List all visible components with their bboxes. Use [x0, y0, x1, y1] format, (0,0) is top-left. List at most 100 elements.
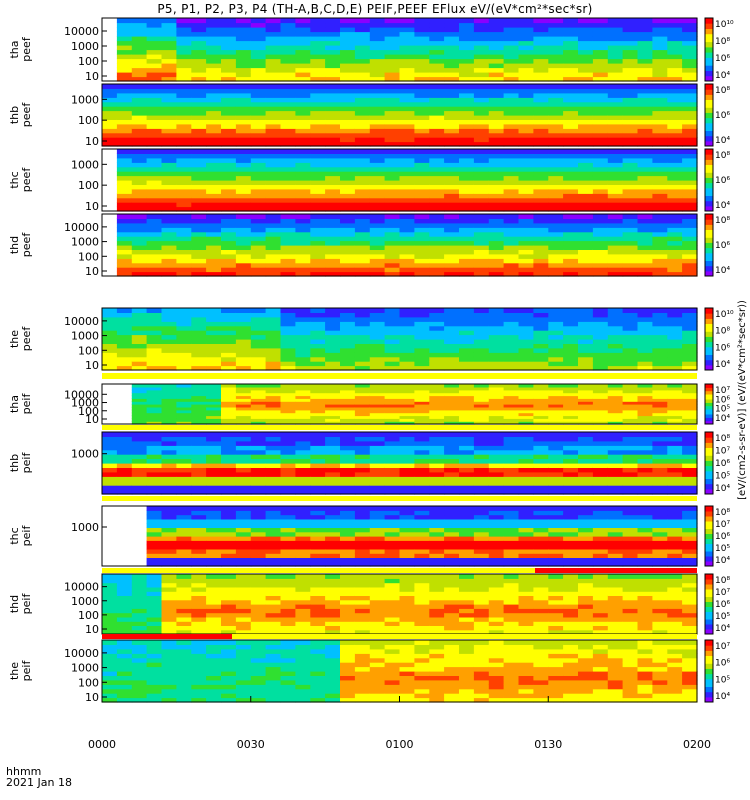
heatmap-cell [354, 418, 371, 422]
heatmap-cell [637, 22, 653, 28]
heatmap-cell [622, 471, 639, 477]
heatmap-cell [488, 544, 505, 550]
heatmap-cell [280, 63, 296, 69]
heatmap-cell [176, 137, 192, 143]
heatmap-cell [191, 412, 207, 417]
heatmap-cell [548, 404, 564, 408]
heatmap-cell [578, 458, 594, 464]
heatmap-cell [473, 463, 490, 468]
heatmap-cell [206, 157, 222, 163]
heatmap-cell [399, 347, 415, 353]
heatmap-cell [131, 202, 148, 208]
heatmap-cell [652, 206, 668, 212]
heatmap-cell [250, 153, 267, 159]
heatmap-cell [250, 347, 267, 353]
heatmap-cell [295, 604, 311, 609]
panel-frame [101, 83, 698, 147]
heatmap-cell [518, 321, 534, 327]
heatmap-cell [280, 604, 296, 609]
heatmap-cell [429, 101, 445, 107]
heatmap-cell [637, 361, 653, 367]
y-tick-label: 10 [85, 70, 99, 83]
heatmap-cell [116, 361, 133, 367]
heatmap-cell [280, 166, 296, 172]
heatmap-cell [548, 206, 564, 212]
heatmap-cell [146, 45, 163, 51]
heatmap-cell [369, 352, 386, 358]
heatmap-cell [265, 536, 282, 541]
colorbar-segment [705, 412, 713, 415]
heatmap-cell [340, 629, 356, 635]
heatmap-cell [369, 249, 386, 255]
colorbar-segment [705, 46, 713, 50]
heatmap-cell [340, 436, 356, 442]
heatmap-cell [384, 574, 401, 579]
heatmap-cell [280, 202, 296, 208]
heatmap-cell [563, 458, 579, 464]
heatmap-cell [592, 253, 609, 259]
heatmap-cell [295, 480, 311, 486]
heatmap-cell [206, 227, 222, 233]
colorbar-segment [705, 130, 713, 134]
heatmap-cell [548, 240, 564, 246]
heatmap-cell [578, 415, 594, 419]
heatmap-cell [354, 591, 371, 596]
heatmap-cell [250, 308, 267, 313]
heatmap-cell [652, 440, 668, 446]
heatmap-cell [325, 540, 341, 546]
heatmap-cell [250, 361, 267, 367]
heatmap-cell [473, 395, 490, 399]
heatmap-cell [176, 458, 192, 464]
heatmap-cell [414, 445, 430, 451]
heatmap-cell [176, 218, 192, 224]
heatmap-cell [310, 540, 326, 546]
heatmap-cell [310, 536, 326, 541]
heatmap-cell [399, 115, 415, 120]
heatmap-cell [369, 227, 386, 233]
heatmap-cell [325, 392, 341, 397]
heatmap-cell [429, 421, 445, 425]
heatmap-cell [459, 249, 475, 255]
heatmap-cell [578, 245, 594, 250]
heatmap-cell [637, 334, 653, 340]
colorbar-tick-label: 10⁷ [715, 447, 730, 457]
heatmap-cell [295, 531, 311, 537]
heatmap-cell [429, 406, 445, 411]
heatmap-cell [518, 115, 534, 120]
heatmap-cell [548, 561, 564, 567]
heatmap-cell [250, 92, 267, 98]
heatmap-cell [444, 514, 460, 520]
heatmap-cell [548, 330, 564, 336]
heatmap-cell [488, 386, 505, 391]
heatmap-cell [444, 548, 460, 554]
heatmap-cell [235, 110, 252, 116]
heatmap-cell [622, 22, 639, 28]
heatmap-cell [592, 531, 609, 537]
heatmap-cell [146, 312, 163, 318]
heatmap-cell [354, 171, 371, 177]
heatmap-cell [102, 625, 118, 631]
heatmap-cell [340, 49, 356, 55]
heatmap-cell [250, 31, 267, 37]
heatmap-cell [399, 595, 415, 601]
heatmap-cell [354, 101, 371, 107]
heatmap-cell [250, 415, 267, 419]
heatmap-cell [340, 245, 356, 250]
heatmap-cell [473, 436, 490, 442]
heatmap-cell [578, 141, 594, 147]
heatmap-cell [592, 227, 609, 233]
heatmap-cell [235, 258, 252, 264]
heatmap-cell [429, 449, 445, 455]
heatmap-cell [533, 18, 549, 24]
heatmap-cell [280, 141, 296, 147]
heatmap-cell [444, 392, 460, 397]
heatmap-cell [622, 316, 639, 322]
heatmap-cell [592, 249, 609, 255]
heatmap-cell [444, 72, 460, 78]
heatmap-cell [102, 84, 118, 89]
heatmap-cell [384, 101, 401, 107]
heatmap-cell [399, 267, 415, 273]
colorbar-segment [705, 551, 713, 554]
heatmap-cell [682, 392, 698, 397]
heatmap-cell [131, 36, 148, 42]
